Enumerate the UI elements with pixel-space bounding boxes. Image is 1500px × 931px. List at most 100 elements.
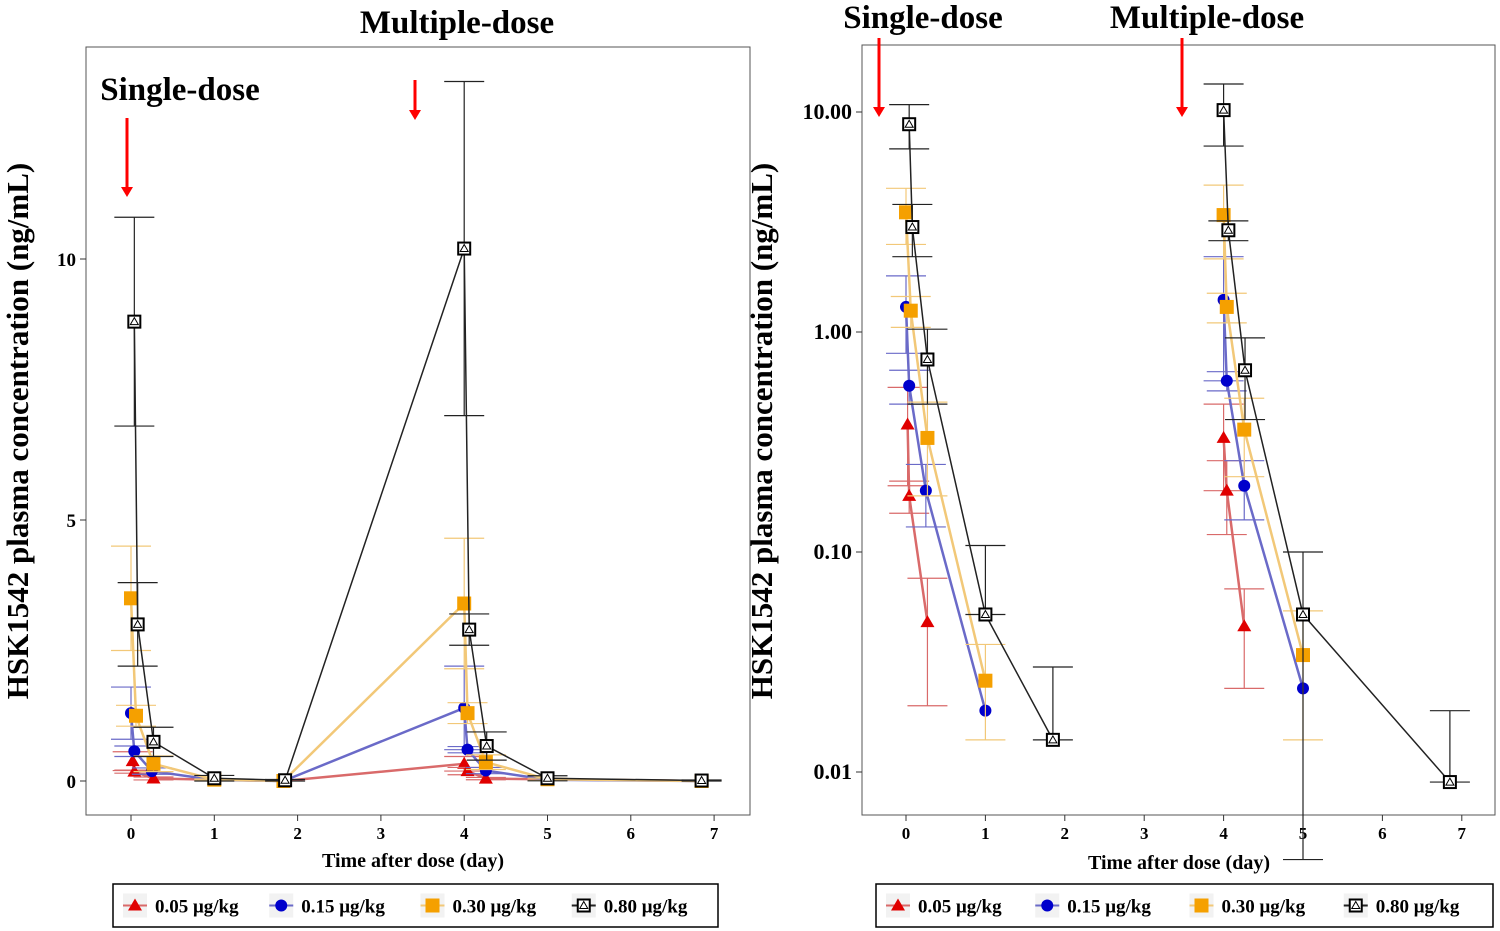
triangle-marker <box>696 775 707 785</box>
triangle-marker <box>907 222 918 231</box>
triangle-marker <box>1219 483 1234 496</box>
square-marker <box>1194 898 1209 913</box>
circle-marker <box>461 743 474 756</box>
annotation-label: Single-dose <box>100 72 260 108</box>
red-arrow-head <box>1176 107 1188 117</box>
x-axis-label: Time after dose (day) <box>1088 852 1270 874</box>
triangle-marker <box>148 736 159 746</box>
triangle-marker <box>1048 734 1058 744</box>
series-line <box>129 706 702 783</box>
legend-label: 0.80 μg/kg <box>1376 897 1460 918</box>
triangle-marker <box>128 898 142 911</box>
legend-label: 0.05 μg/kg <box>155 897 239 918</box>
square-marker <box>978 673 993 688</box>
legend-label: 0.15 μg/kg <box>301 897 385 918</box>
y-tick-label: 0.01 <box>814 759 853 784</box>
triangle-marker <box>1445 777 1455 786</box>
circle-marker <box>275 899 288 912</box>
triangle-marker <box>900 417 915 430</box>
x-tick-label: 3 <box>1140 824 1149 843</box>
x-tick-label: 0 <box>902 824 911 843</box>
triangle-marker <box>1237 619 1252 632</box>
y-tick-label: 10.00 <box>803 99 853 124</box>
triangle-marker <box>904 119 915 128</box>
triangle-marker <box>481 741 492 750</box>
triangle-marker <box>578 900 589 909</box>
panel-linear: 0 1 2 3 4 5 6 7 0 5 10 Time after dose (day) HSK1542… <box>0 5 751 928</box>
legend-label: 0.30 μg/kg <box>453 897 537 918</box>
red-arrow-head <box>873 107 885 117</box>
x-tick-label: 4 <box>1219 824 1228 843</box>
x-tick-label: 2 <box>293 824 302 843</box>
annotation-label: Multiple-dose <box>1110 0 1304 36</box>
legend-frame <box>875 883 1494 928</box>
triangle-marker <box>129 316 140 326</box>
circle-marker <box>128 745 141 758</box>
series-1 <box>886 256 1309 717</box>
square-marker <box>1219 299 1234 314</box>
y-tick-label: 10 <box>57 250 76 271</box>
y-axis-label: HSK1542 plasma concentration (ng/mL) <box>744 163 779 699</box>
legend: 0.05 μg/kg 0.15 μg/kg 0.30 μg/kg 0.80 μg/kg <box>112 883 719 928</box>
triangle-marker <box>127 764 142 777</box>
x-tick-label: 7 <box>1458 824 1467 843</box>
circle-marker <box>1041 899 1054 912</box>
series-3 <box>889 83 1470 861</box>
triangle-marker <box>209 773 220 782</box>
x-tick-label: 5 <box>543 824 552 843</box>
legend-label: 0.30 μg/kg <box>1222 897 1306 918</box>
square-marker <box>903 303 918 318</box>
y-axis-label: HSK1542 plasma concentration (ng/mL) <box>0 163 35 699</box>
square-marker <box>899 205 913 220</box>
triangle-marker <box>478 771 493 784</box>
square-marker <box>920 430 935 445</box>
triangle-marker <box>920 615 935 628</box>
series-line <box>906 424 929 623</box>
legend-label: 0.15 μg/kg <box>1067 897 1151 918</box>
triangle-marker <box>280 775 290 784</box>
triangle-marker <box>459 243 470 253</box>
circle-marker <box>1220 374 1233 387</box>
y-tick-label: 0.10 <box>814 539 853 564</box>
triangle-marker <box>542 773 553 782</box>
y-tick-label: 1.00 <box>814 319 853 344</box>
y-tick-label: 0 <box>67 772 77 793</box>
series-0 <box>112 751 709 786</box>
series-line <box>133 248 702 782</box>
triangle-marker <box>1240 365 1250 374</box>
annotation-label: Multiple-dose <box>360 5 554 41</box>
triangle-marker <box>1218 105 1229 114</box>
square-marker <box>457 596 472 611</box>
x-tick-label: 1 <box>210 824 219 843</box>
x-tick-label: 0 <box>127 824 136 843</box>
square-marker <box>460 706 475 721</box>
triangle-marker <box>1216 430 1231 443</box>
triangle-marker <box>922 354 933 363</box>
triangle-marker <box>464 624 475 634</box>
legend-frame <box>112 883 719 928</box>
legend: 0.05 μg/kg 0.15 μg/kg 0.30 μg/kg 0.80 μg/kg <box>875 883 1494 928</box>
circle-marker <box>919 484 932 497</box>
triangle-marker <box>980 609 991 618</box>
circle-marker <box>1238 479 1251 492</box>
x-tick-label: 1 <box>981 824 990 843</box>
series-line <box>129 598 702 783</box>
triangle-marker <box>125 754 140 767</box>
series-line <box>1222 110 1451 783</box>
triangle-marker <box>902 488 917 501</box>
x-tick-label: 6 <box>627 824 636 843</box>
square-marker <box>128 708 143 723</box>
x-tick-label: 7 <box>710 824 719 843</box>
x-tick-label: 2 <box>1061 824 1070 843</box>
series-line <box>904 212 987 681</box>
square-marker <box>425 898 440 913</box>
x-tick-label: 3 <box>377 824 386 843</box>
triangle-marker <box>1350 900 1361 909</box>
square-marker <box>146 756 161 771</box>
series-line <box>1222 299 1305 689</box>
plot-frame <box>861 44 1496 816</box>
circle-marker <box>903 379 916 392</box>
triangle-marker <box>891 898 905 911</box>
triangle-marker <box>1223 225 1234 234</box>
